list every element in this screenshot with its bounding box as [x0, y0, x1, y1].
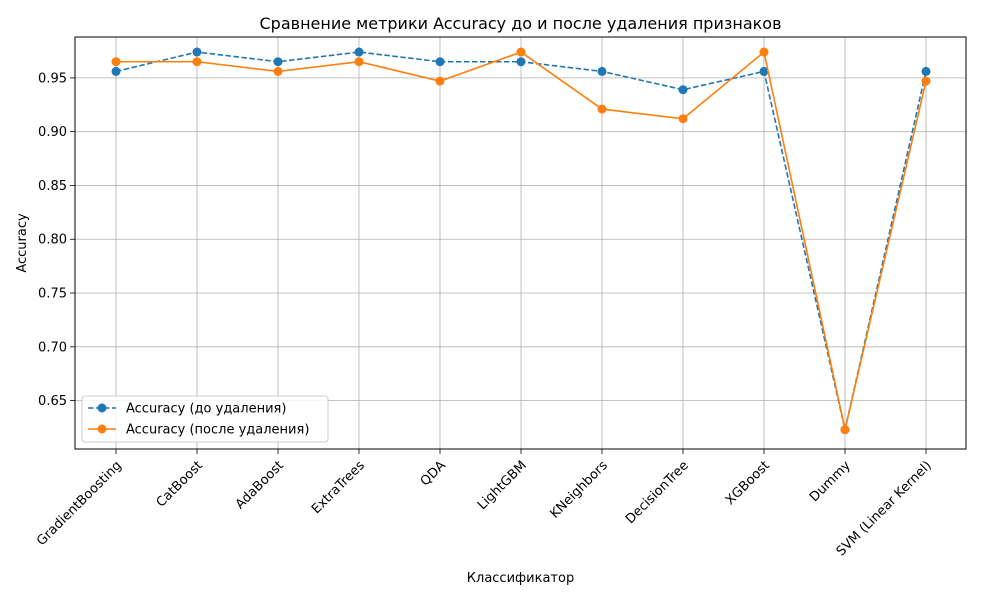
- data-point: [354, 47, 364, 57]
- legend: Accuracy (до удаления) Accuracy (после уд…: [81, 395, 329, 443]
- data-point: [111, 57, 121, 67]
- y-tick-label: 0.75: [38, 287, 67, 302]
- legend-box: [81, 395, 329, 443]
- series-2: [111, 47, 931, 435]
- y-tick-label: 0.85: [38, 179, 67, 194]
- data-point: [192, 57, 202, 67]
- data-point: [435, 76, 445, 86]
- data-point: [111, 66, 121, 76]
- data-point: [597, 104, 607, 114]
- legend-label: Accuracy (до удаления): [126, 402, 286, 417]
- data-point: [516, 47, 526, 57]
- data-point: [354, 57, 364, 67]
- y-tick-label: 0.70: [38, 340, 67, 355]
- data-point: [516, 57, 526, 67]
- data-point: [759, 47, 769, 57]
- data-point: [921, 66, 931, 76]
- y-tick-label: 0.65: [38, 394, 67, 409]
- legend-marker: [97, 403, 107, 413]
- y-axis-label: Accuracy: [15, 213, 30, 273]
- data-point: [759, 66, 769, 76]
- data-point: [678, 85, 688, 95]
- y-tick-label: 0.95: [38, 71, 67, 86]
- y-tick-label: 0.80: [38, 233, 67, 248]
- chart-title: Сравнение метрики Accuracy до и после уд…: [260, 14, 782, 33]
- series-1: [111, 47, 931, 435]
- x-axis-label: Классификатор: [467, 571, 574, 586]
- data-point: [273, 66, 283, 76]
- data-point: [273, 57, 283, 67]
- legend-label: Accuracy (после удаления): [126, 423, 309, 438]
- data-point: [435, 57, 445, 67]
- legend-marker: [97, 424, 107, 434]
- y-tick-label: 0.90: [38, 125, 67, 140]
- plot-frame: [74, 36, 967, 450]
- data-point: [597, 66, 607, 76]
- data-point: [840, 425, 850, 435]
- data-point: [192, 47, 202, 57]
- data-point: [678, 114, 688, 124]
- series-layer: [111, 47, 931, 435]
- data-point: [921, 76, 931, 86]
